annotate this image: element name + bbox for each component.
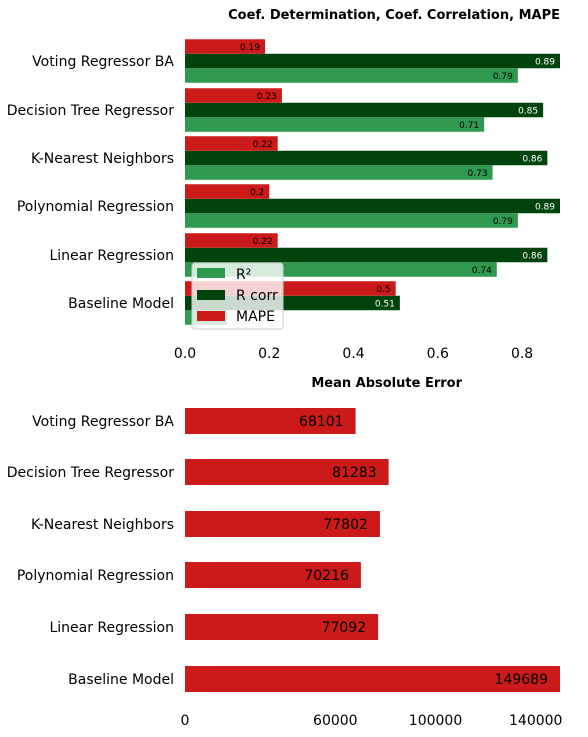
bar-rcorr-voting-regressor-ba [185, 54, 560, 69]
category-label-voting-regressor-ba: Voting Regressor BA [32, 54, 174, 70]
category-label-baseline-model: Baseline Model [68, 296, 174, 312]
data-label-rcorr-baseline-model: 0.51 [375, 300, 395, 310]
category-label-mae-k-nearest-neighbors: K-Nearest Neighbors [31, 517, 174, 533]
data-label-mae-baseline-model: 149689 [495, 672, 548, 688]
chart-top: Coef. Determination, Coef. Correlation, … [7, 8, 560, 362]
category-label-linear-regression: Linear Regression [49, 248, 174, 264]
bar-r2-voting-regressor-ba [185, 68, 518, 83]
data-label-r2-k-nearest-neighbors: 0.73 [468, 169, 488, 179]
chart-bottom-title: Mean Absolute Error [311, 376, 462, 391]
data-label-mae-decision-tree-regressor: 81283 [332, 465, 377, 481]
x-tick-bottom-2: 100000 [409, 713, 462, 729]
data-label-rcorr-linear-regression: 0.86 [522, 252, 542, 262]
data-label-r2-voting-regressor-ba: 0.79 [493, 72, 513, 82]
x-tick-top-1: 0.2 [258, 346, 280, 362]
x-tick-top-2: 0.4 [342, 346, 364, 362]
bar-r2-decision-tree-regressor [185, 117, 484, 132]
data-label-mape-voting-regressor-ba: 0.19 [240, 43, 260, 53]
data-label-mape-k-nearest-neighbors: 0.22 [253, 140, 273, 150]
data-label-r2-polynomial-regression: 0.79 [493, 217, 513, 227]
data-label-mape-linear-regression: 0.22 [253, 237, 273, 247]
data-label-rcorr-voting-regressor-ba: 0.89 [535, 58, 555, 68]
x-tick-top-0: 0.0 [174, 346, 196, 362]
data-label-mae-voting-regressor-ba: 68101 [299, 414, 344, 430]
x-tick-bottom-0: 0 [181, 713, 190, 729]
legend-swatch-mape [197, 311, 225, 321]
category-label-k-nearest-neighbors: K-Nearest Neighbors [31, 151, 174, 167]
data-label-r2-linear-regression: 0.74 [472, 266, 492, 276]
data-label-rcorr-polynomial-regression: 0.89 [535, 203, 555, 213]
data-label-mae-polynomial-regression: 70216 [304, 568, 349, 584]
bar-rcorr-decision-tree-regressor [185, 103, 543, 118]
x-tick-top-3: 0.6 [427, 346, 449, 362]
category-label-mae-decision-tree-regressor: Decision Tree Regressor [7, 465, 174, 481]
legend-label-mape: MAPE [236, 309, 275, 325]
category-label-mae-linear-regression: Linear Regression [49, 620, 174, 636]
bar-rcorr-polynomial-regression [185, 199, 560, 214]
data-label-mape-baseline-model: 0.5 [376, 285, 390, 295]
category-label-mae-baseline-model: Baseline Model [68, 672, 174, 688]
bar-r2-polynomial-regression [185, 213, 518, 228]
data-label-r2-decision-tree-regressor: 0.71 [459, 121, 479, 131]
data-label-rcorr-decision-tree-regressor: 0.85 [518, 107, 538, 117]
data-label-mape-decision-tree-regressor: 0.23 [257, 92, 277, 102]
legend-label-r2: R² [236, 267, 251, 283]
category-label-polynomial-regression: Polynomial Regression [17, 199, 174, 215]
legend-swatch-rcorr [197, 290, 225, 300]
legend-label-rcorr: R corr [236, 288, 278, 304]
bar-rcorr-linear-regression [185, 248, 547, 263]
legend: R² R corr MAPE [192, 263, 283, 329]
legend-swatch-r2 [197, 268, 225, 278]
data-label-mape-polynomial-regression: 0.2 [250, 188, 264, 198]
data-label-mae-k-nearest-neighbors: 77802 [323, 517, 368, 533]
x-tick-top-4: 0.8 [511, 346, 533, 362]
category-label-decision-tree-regressor: Decision Tree Regressor [7, 103, 174, 119]
bar-rcorr-k-nearest-neighbors [185, 151, 547, 166]
bar-r2-k-nearest-neighbors [185, 165, 493, 180]
category-label-mae-polynomial-regression: Polynomial Regression [17, 568, 174, 584]
data-label-mae-linear-regression: 77092 [322, 620, 367, 636]
chart-bottom: Mean Absolute Error Voting Regressor BA D… [7, 376, 563, 729]
category-label-mae-voting-regressor-ba: Voting Regressor BA [32, 414, 174, 430]
chart-top-title: Coef. Determination, Coef. Correlation, … [228, 8, 560, 23]
x-tick-bottom-3: 140000 [509, 713, 562, 729]
x-tick-bottom-1: 60000 [313, 713, 358, 729]
data-label-rcorr-k-nearest-neighbors: 0.86 [522, 155, 542, 165]
